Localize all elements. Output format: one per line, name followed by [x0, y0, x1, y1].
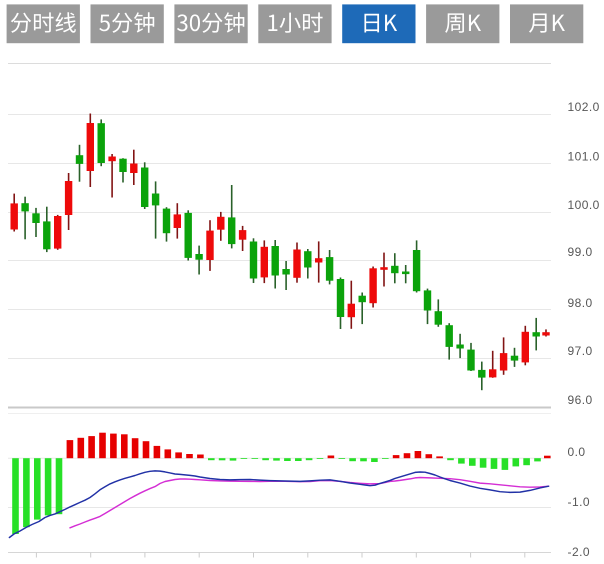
svg-text:101.0: 101.0 — [568, 149, 600, 163]
svg-text:99.0: 99.0 — [568, 245, 593, 259]
svg-text:102.0: 102.0 — [568, 100, 600, 114]
svg-text:-1.0: -1.0 — [568, 495, 590, 509]
svg-text:97.0: 97.0 — [568, 344, 593, 358]
svg-text:-2.0: -2.0 — [568, 545, 590, 559]
svg-text:0.0: 0.0 — [568, 445, 586, 459]
svg-text:98.0: 98.0 — [568, 296, 593, 310]
svg-text:100.0: 100.0 — [568, 198, 600, 212]
svg-text:96.0: 96.0 — [568, 393, 593, 407]
